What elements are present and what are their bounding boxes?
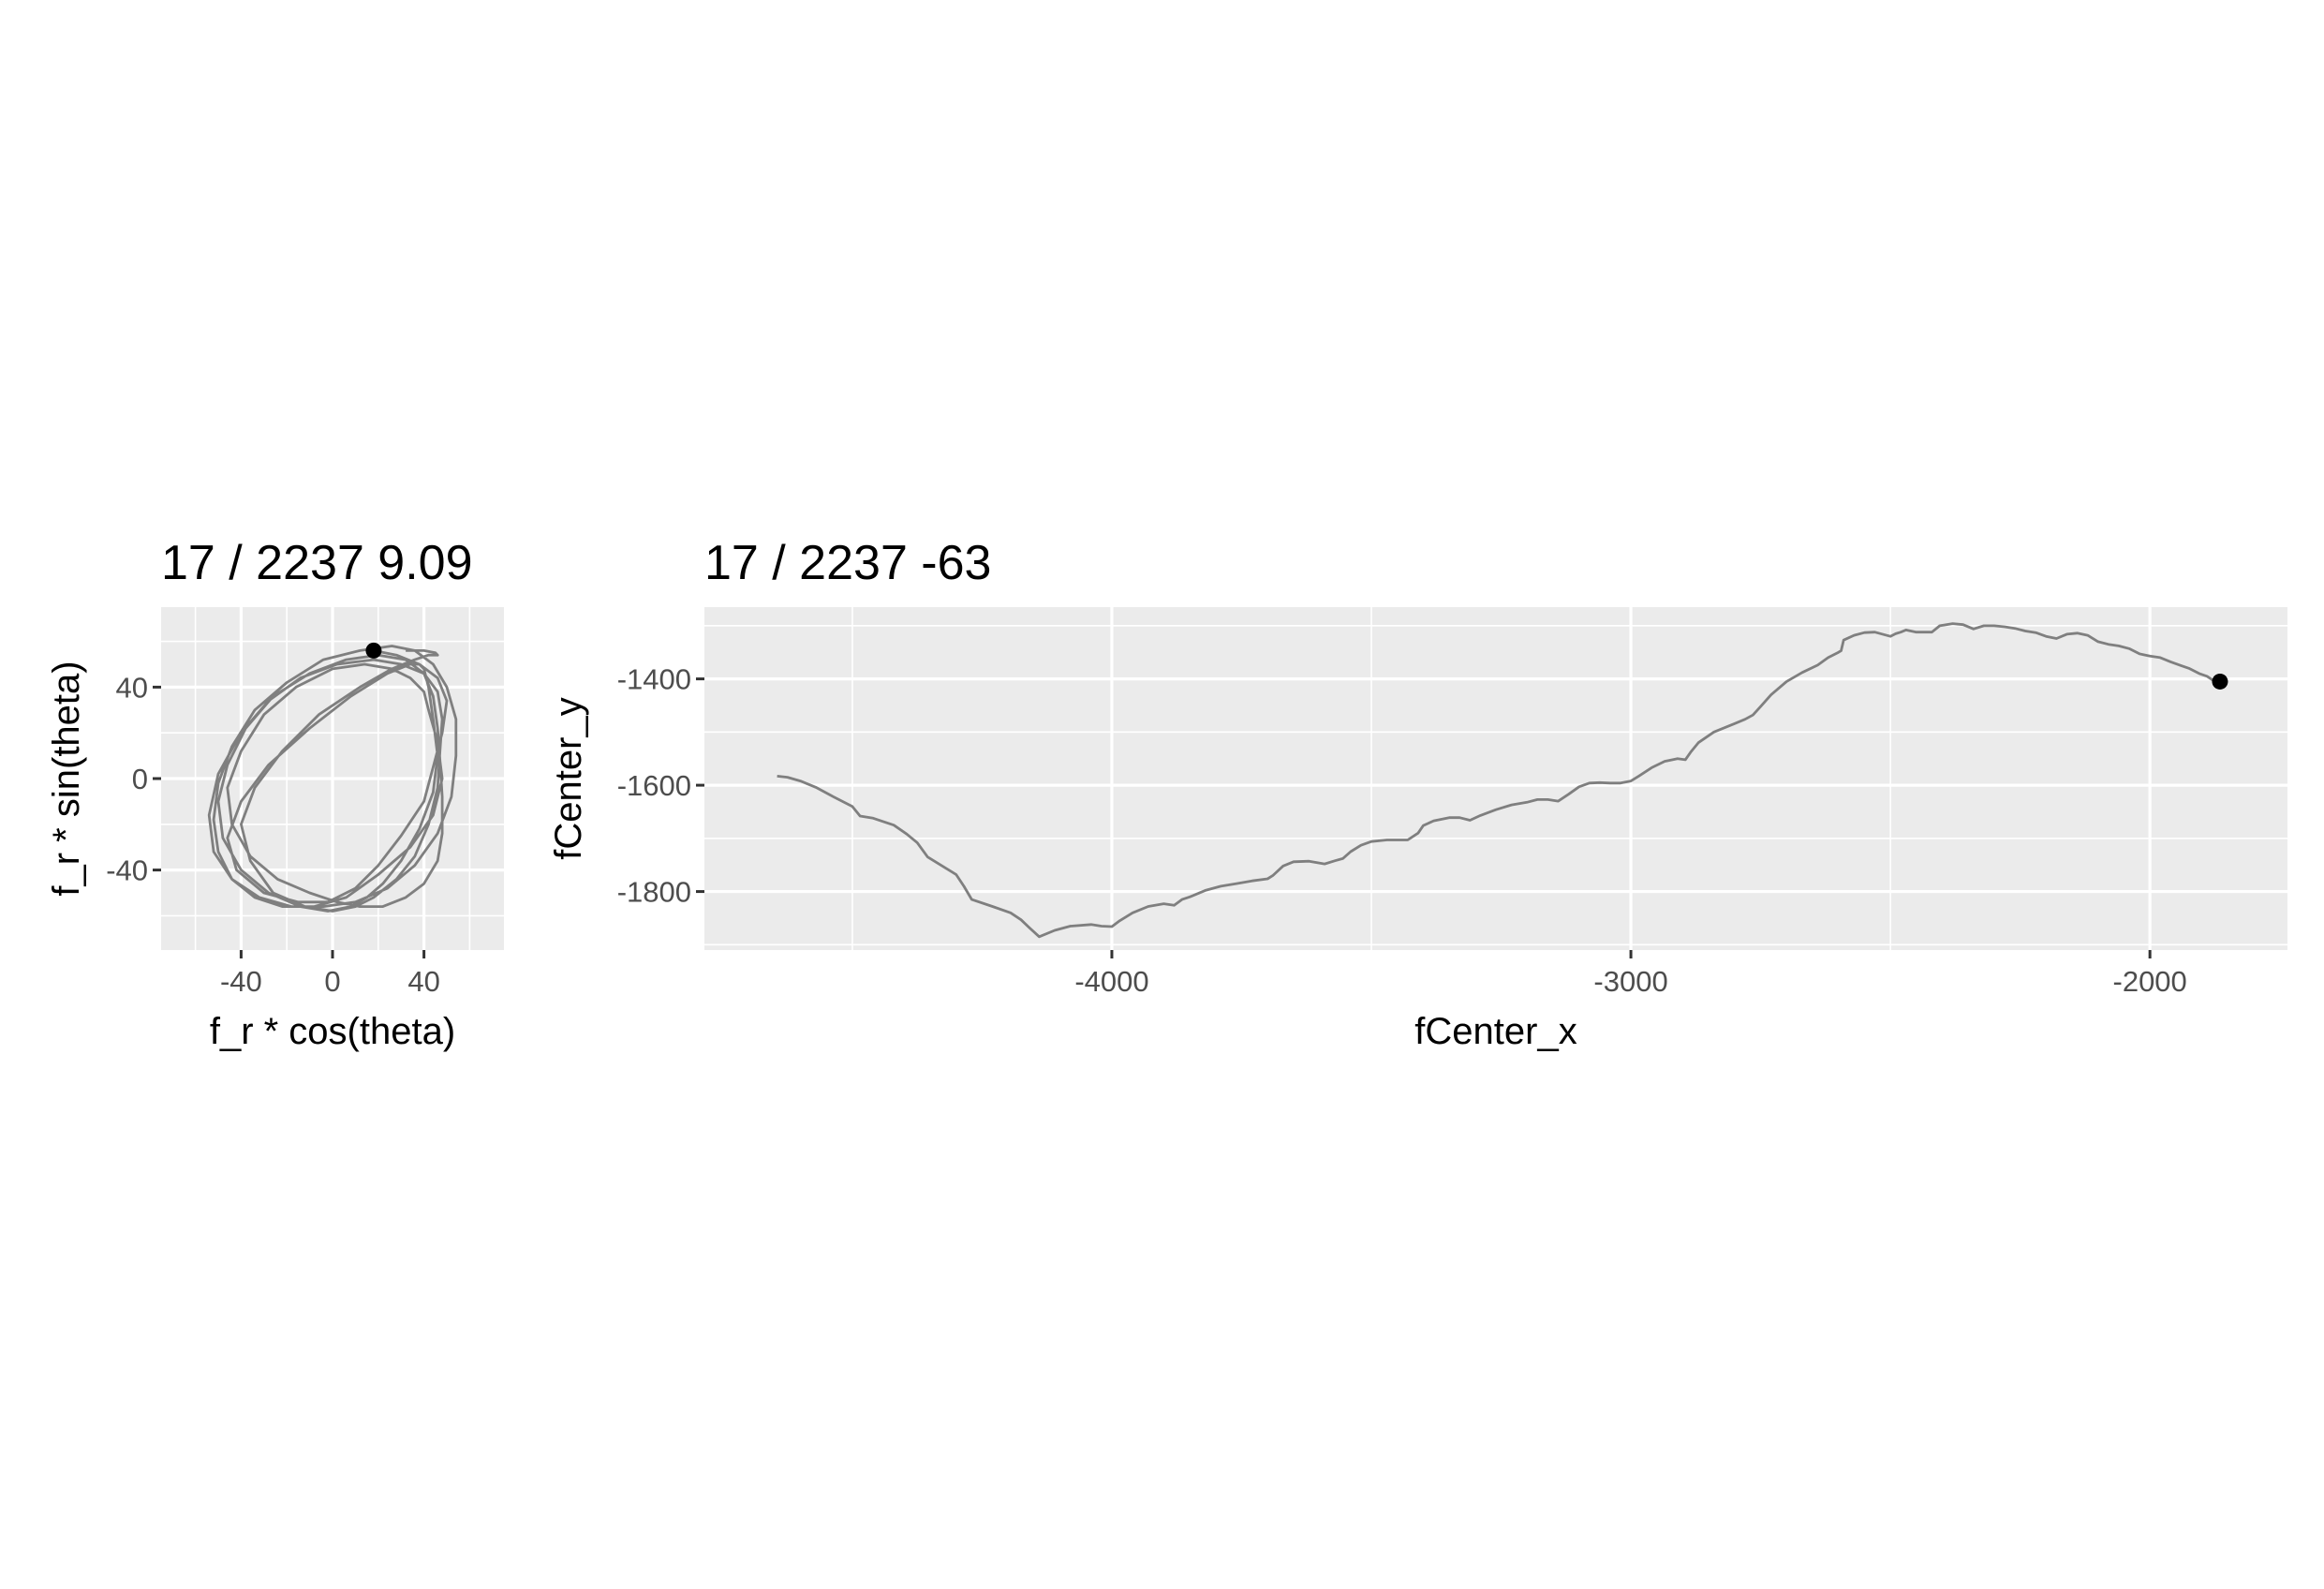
center-plot-background: [704, 607, 2287, 950]
y-tick-label: -1400: [617, 663, 691, 696]
center-title: 17 / 2237 -63: [704, 536, 991, 590]
x-tick-label: -4000: [1074, 965, 1148, 998]
polar-x-axis-title: f_r * cos(theta): [210, 1011, 455, 1052]
x-tick-label: 40: [407, 965, 439, 998]
polar-current-point: [365, 642, 382, 659]
y-tick-label: 40: [116, 671, 148, 704]
center-y-axis-title: fCenter_y: [548, 697, 589, 859]
y-tick-label: -1600: [617, 769, 691, 802]
x-tick-label: -40: [220, 965, 262, 998]
x-tick-label: -3000: [1593, 965, 1667, 998]
y-tick-label: 0: [132, 763, 148, 795]
panel-polar: 17 / 2237 9.09 -40 0 40 -40 0 40 f_r * cos(t…: [46, 536, 504, 1052]
y-tick-label: -1800: [617, 876, 691, 909]
x-tick-label: 0: [324, 965, 340, 998]
panel-center: 17 / 2237 -63 -4000 -3000 -2000 -1800 -1600…: [548, 536, 2287, 1052]
polar-trajectory-line: [207, 645, 458, 913]
center-trajectory-line: [777, 622, 2220, 939]
polar-y-axis-title: f_r * sin(theta): [46, 661, 87, 896]
y-tick-label: -40: [106, 854, 148, 887]
center-current-point: [2212, 673, 2228, 690]
x-tick-label: -2000: [2113, 965, 2187, 998]
polar-title: 17 / 2237 9.09: [161, 536, 473, 590]
center-x-axis-title: fCenter_x: [1414, 1011, 1576, 1052]
